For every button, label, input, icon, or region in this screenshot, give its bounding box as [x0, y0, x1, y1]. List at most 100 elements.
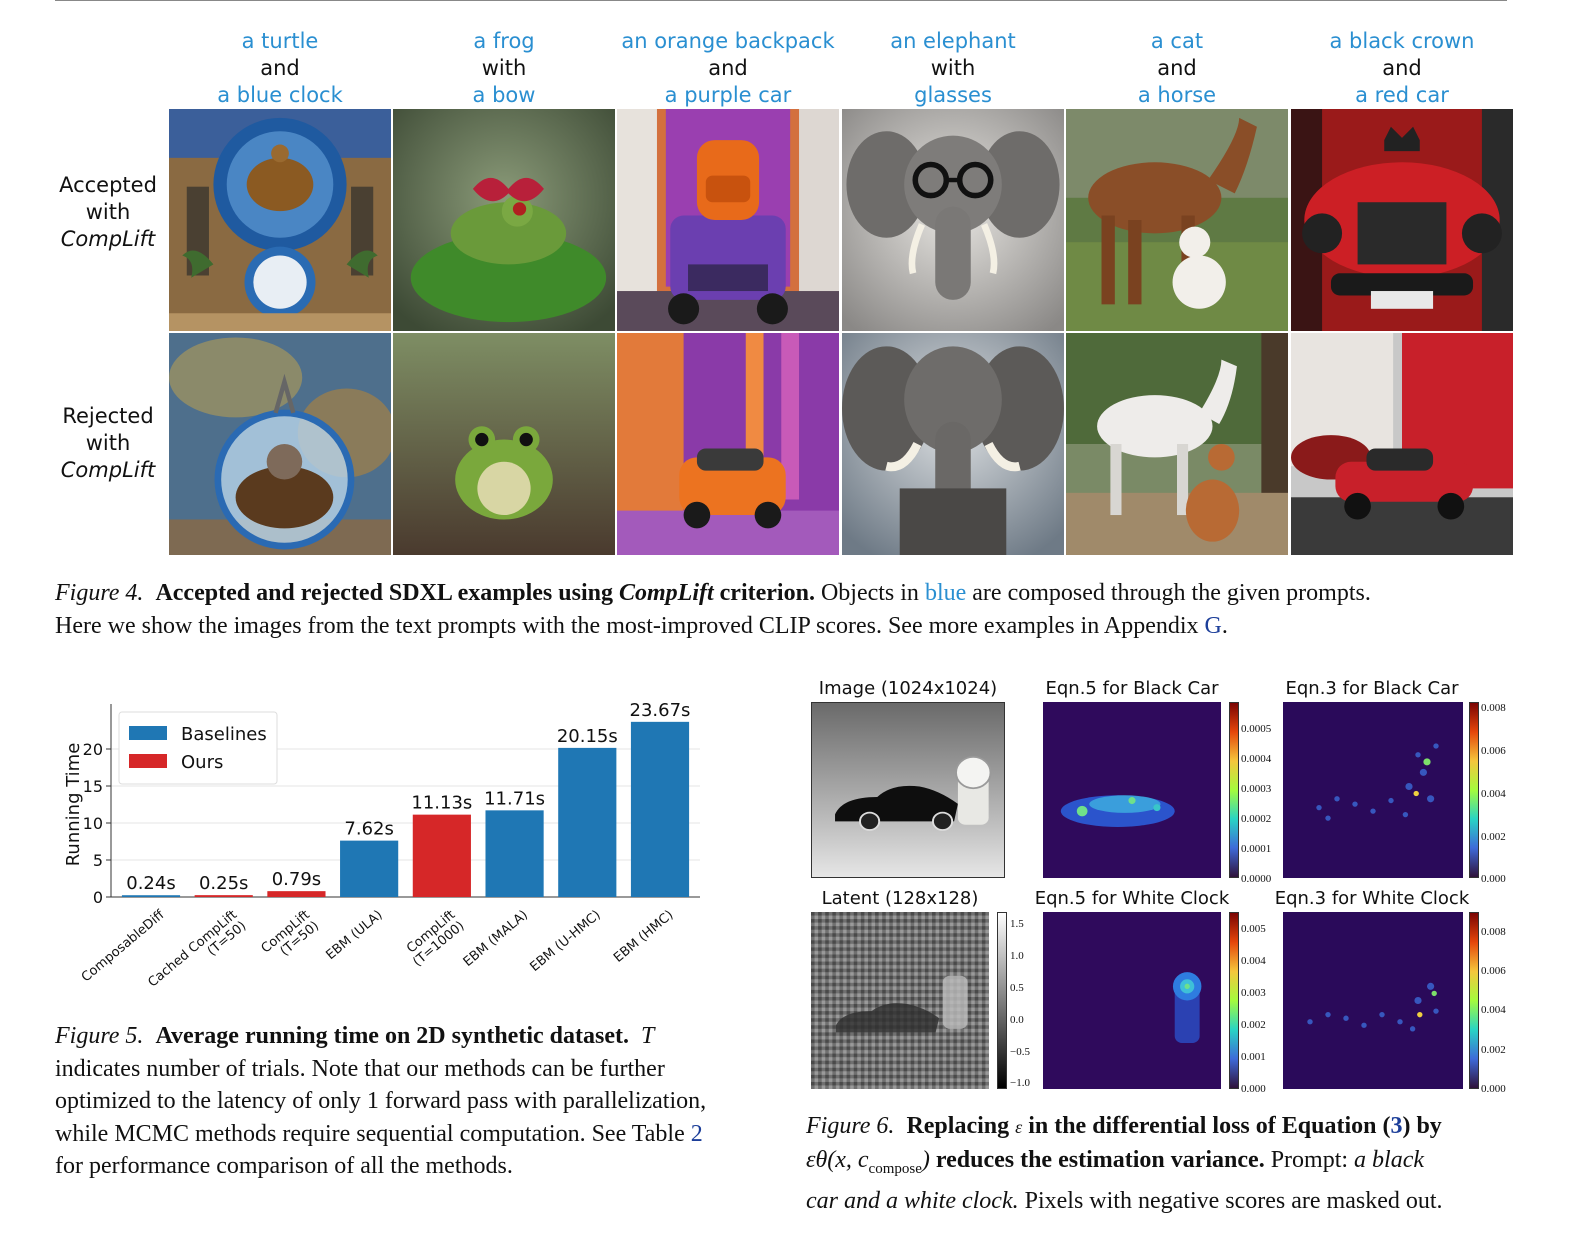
- caption-bold: reduces the estimation variance.: [929, 1146, 1265, 1173]
- caption-prompt: a black: [1354, 1146, 1425, 1173]
- figure-4: a turtle and a blue clock a frog with a …: [40, 28, 1525, 643]
- caption-bold: Accepted and rejected SDXL examples usin…: [155, 580, 619, 606]
- image-cat-horse-accepted: [1066, 109, 1288, 331]
- image-crown-car-accepted: [1291, 109, 1513, 331]
- bar: [485, 810, 544, 897]
- x-tick-label-line: EBM (U-HMC): [527, 908, 603, 975]
- caption-text: .: [1221, 613, 1228, 639]
- panel-title-latent: Latent (128x128): [821, 888, 979, 909]
- caption-text: for performance comparison of all the me…: [55, 1153, 513, 1179]
- caption-prompt: car and a white clock.: [806, 1187, 1019, 1214]
- caption-label: Figure 6.: [806, 1113, 895, 1139]
- colorbar-tick: 0.004: [1481, 788, 1506, 800]
- x-tick-label: EBM (ULA): [323, 908, 385, 964]
- y-tick-label: 5: [93, 851, 103, 870]
- x-tick-label: CompLift(T=1000): [401, 908, 467, 970]
- prompt-top: a black crown: [1329, 29, 1475, 53]
- row-label-line: with: [85, 431, 131, 455]
- colorbar-latent: [997, 912, 1007, 1089]
- legend-label: Ours: [181, 752, 223, 773]
- x-tick-label: EBM (HMC): [611, 908, 676, 966]
- caption-text: Pixels with negative scores are masked o…: [1018, 1187, 1443, 1214]
- image-crown-car-rejected: [1291, 333, 1513, 555]
- caption-text: optimized to the latency of only 1 forwa…: [55, 1088, 707, 1114]
- bar-value-label: 0.24s: [126, 873, 175, 894]
- image-frog-bow-rejected: [393, 333, 615, 555]
- panel-title-eqn3-white-clock: Eqn.3 for White Clock: [1274, 888, 1470, 909]
- figure-5-chart: 0 5 10 15 20 Running Time 0.24s ComposableDiff 0…: [55, 690, 715, 1010]
- y-tick-label: 15: [83, 777, 103, 796]
- caption-label: Figure 4.: [55, 580, 144, 606]
- heatmap-eqn5-black-car: [1043, 702, 1221, 878]
- legend-box: [118, 711, 278, 785]
- bar-value-label: 11.13s: [411, 793, 472, 814]
- prompt-top: an orange backpack: [621, 29, 835, 53]
- image-frog-bow-accepted: [393, 109, 615, 331]
- bar: [194, 895, 253, 897]
- image-turtle-clock-rejected: [169, 333, 391, 555]
- image-cat-horse-rejected: [1066, 333, 1288, 555]
- bar-value-label: 23.67s: [630, 700, 691, 721]
- equation-link[interactable]: 3: [1390, 1113, 1403, 1139]
- prompt-bottom: a blue clock: [217, 83, 343, 107]
- colorbar-eqn5-black-car: [1229, 702, 1239, 878]
- caption-text: while MCMC methods require sequential co…: [55, 1120, 691, 1147]
- image-backpack-car-rejected: [617, 333, 839, 555]
- panel-title-eqn3-black-car: Eqn.3 for Black Car: [1285, 678, 1459, 699]
- x-tick-label: EBM (MALA): [461, 908, 531, 970]
- caption-bold-italic: CompLift: [618, 580, 714, 606]
- colorbar-tick: 0.008: [1481, 702, 1506, 714]
- figure-4-caption: Figure 4. Accepted and rejected SDXL exa…: [55, 577, 1525, 643]
- prompt-connector: and: [708, 56, 748, 80]
- caption-text: are composed through the given prompts.: [966, 580, 1371, 606]
- colorbar-tick: 0.0001: [1241, 843, 1272, 855]
- bar: [121, 895, 181, 897]
- row-label-accepted: Accepted with CompLift: [40, 172, 176, 253]
- figure-6-caption: Figure 6. Replacing ε in the differentia…: [806, 1110, 1526, 1217]
- colorbar-tick: 0.008: [1481, 926, 1506, 938]
- prompt-top: a turtle: [241, 29, 319, 53]
- colorbar-tick: 0.006: [1481, 745, 1506, 757]
- prompt-connector: and: [1382, 56, 1422, 80]
- heatmap-eqn3-white-clock: [1283, 912, 1463, 1089]
- caption-variable: T: [640, 1023, 655, 1049]
- caption-math-subscript: compose: [868, 1160, 922, 1177]
- image-turtle-clock-accepted: [169, 109, 391, 331]
- colorbar-tick: 0.002: [1481, 831, 1506, 843]
- image-elephant-glasses-rejected: [842, 333, 1064, 555]
- colorbar-tick: 0.000: [1481, 1083, 1506, 1095]
- caption-bold: in the differential loss of Equation (: [1022, 1113, 1391, 1139]
- x-tick-label-line: EBM (MALA): [461, 908, 531, 970]
- caption-bold: Average running time on 2D synthetic dat…: [155, 1023, 629, 1049]
- prompt-connector: and: [260, 56, 300, 80]
- heatmap-latent: [811, 912, 989, 1089]
- caption-bold: ) by: [1402, 1113, 1442, 1139]
- prompt-bottom: glasses: [914, 83, 992, 107]
- colorbar-tick: 0.5: [1010, 982, 1024, 994]
- prompt-connector: with: [930, 56, 976, 80]
- prompt-connector: and: [1157, 56, 1197, 80]
- prompt-connector: with: [481, 56, 527, 80]
- colorbar-tick: 0.000: [1481, 873, 1506, 885]
- bar: [558, 747, 617, 897]
- colorbar-tick: 0.0004: [1241, 753, 1272, 765]
- prompt-bottom: a purple car: [664, 83, 792, 107]
- caption-text: Prompt:: [1264, 1146, 1355, 1173]
- prompt-column-1: a turtle and a blue clock: [168, 28, 392, 109]
- x-tick-label: EBM (U-HMC): [527, 908, 603, 975]
- y-tick-label: 20: [83, 740, 103, 759]
- prompt-bottom: a red car: [1355, 83, 1449, 107]
- table-link[interactable]: 2: [690, 1120, 703, 1147]
- panel-title-eqn5-black-car: Eqn.5 for Black Car: [1045, 678, 1219, 699]
- prompt-bottom: a horse: [1137, 83, 1217, 107]
- row-label-rejected: Rejected with CompLift: [40, 403, 176, 484]
- bar-value-label: 7.62s: [344, 819, 393, 840]
- colorbar-eqn5-white-clock: [1229, 912, 1239, 1089]
- colorbar-tick: 0.0002: [1241, 813, 1272, 825]
- prompt-top: a cat: [1150, 29, 1204, 53]
- appendix-link[interactable]: G: [1204, 613, 1222, 639]
- caption-math: ε: [1015, 1117, 1023, 1137]
- caption-label: Figure 5.: [55, 1023, 144, 1049]
- legend-swatch: [129, 754, 167, 768]
- colorbar-tick: 1.0: [1010, 950, 1024, 962]
